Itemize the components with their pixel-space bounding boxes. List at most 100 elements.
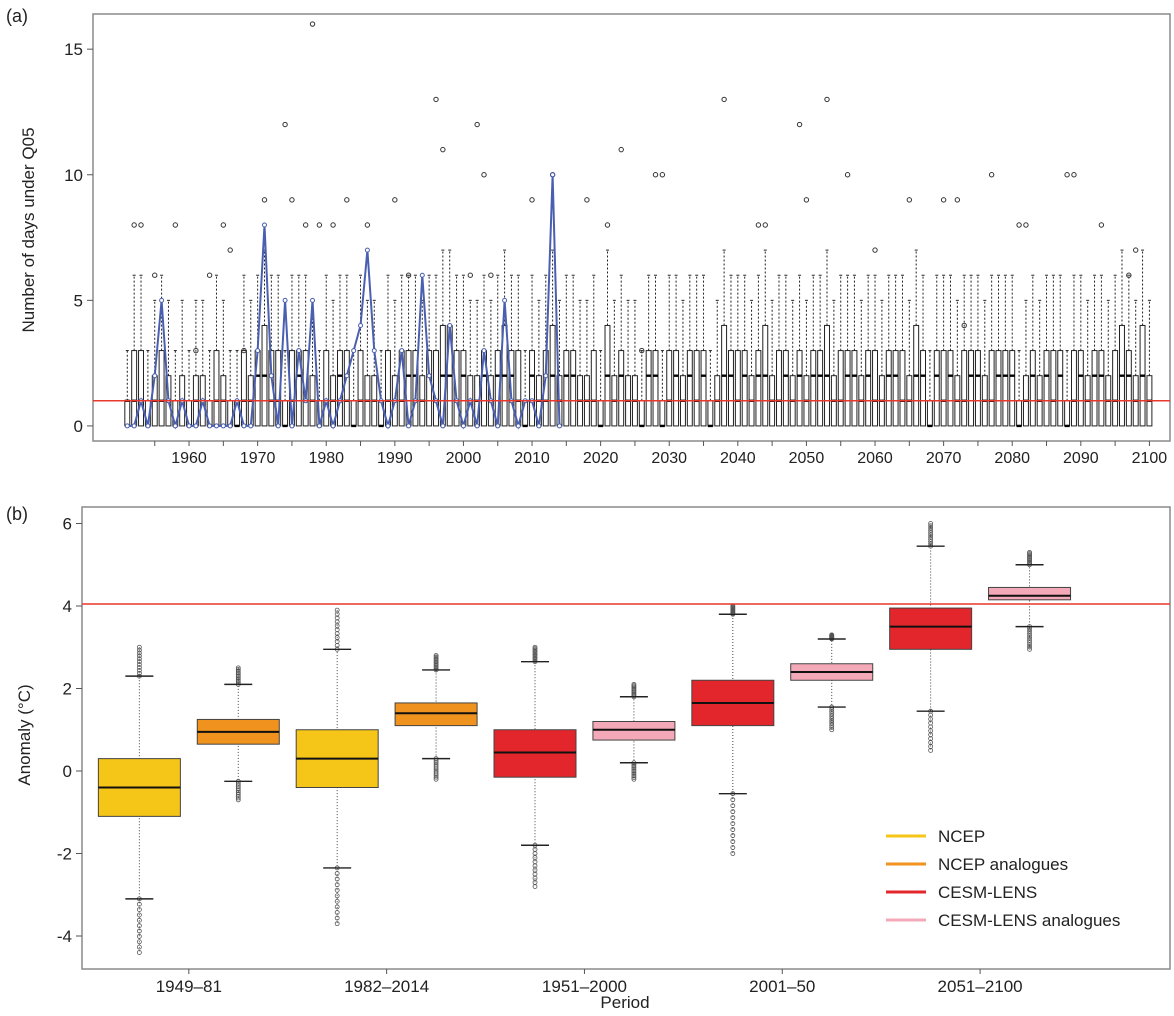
year-box (124, 400, 131, 427)
outlier-point (392, 197, 398, 203)
outlier-point (334, 898, 340, 904)
y-tick-label: 0 (74, 417, 83, 436)
outlier-point (136, 644, 142, 650)
x-tick-label: 2040 (720, 450, 756, 467)
outlier-point (730, 833, 736, 838)
year-box (755, 350, 762, 427)
outlier-point (730, 809, 736, 815)
outlier-point (481, 172, 487, 178)
outlier-point (334, 871, 340, 876)
outlier-point (138, 222, 144, 228)
outlier-point (220, 222, 227, 228)
year-box (1002, 350, 1009, 427)
outlier-point (136, 665, 142, 670)
observed-point (351, 348, 357, 354)
outlier-point (1027, 642, 1032, 648)
year-box (659, 400, 666, 427)
outlier-point (241, 347, 247, 354)
observed-point (399, 348, 405, 354)
year-box (131, 350, 138, 427)
y-tick-label: -2 (57, 845, 72, 864)
x-tick-label: 1970 (240, 450, 276, 467)
panel-a: (a) 0 5 10 15 1960 1970 1980 1990 2000 2010 2020 2… (6, 6, 1171, 467)
observed-point (447, 322, 453, 328)
period-box (493, 729, 577, 778)
observed-point (536, 423, 542, 429)
year-box (1057, 350, 1064, 427)
outlier-point (235, 673, 241, 679)
outlier-point (1027, 549, 1032, 555)
outlier-point (1023, 222, 1029, 228)
year-box (385, 350, 391, 427)
observed-point (186, 423, 192, 429)
x-tick-label: 1951–2000 (542, 977, 627, 996)
outlier-point (1027, 640, 1032, 645)
year-box (597, 400, 604, 427)
period-box (592, 721, 676, 741)
outlier-point (136, 928, 142, 934)
outlier-point (730, 821, 736, 826)
outlier-point (631, 763, 637, 769)
year-box (968, 350, 975, 427)
panel-a-x-axis: 1960 1970 1980 1990 2000 2010 2020 2030 2040 2050… (154, 441, 1168, 467)
outlier-point (631, 768, 637, 774)
outlier-point (136, 939, 142, 945)
observed-point (310, 297, 316, 303)
year-box (460, 350, 467, 427)
year-box (734, 350, 741, 427)
year-box (1050, 350, 1057, 427)
observed-point (426, 373, 432, 379)
year-box (357, 350, 364, 427)
year-box (618, 350, 625, 427)
year-box (282, 400, 289, 427)
outlier-point (330, 222, 336, 228)
outlier-point (829, 713, 835, 719)
outlier-point (928, 536, 934, 542)
observed-point (502, 297, 508, 303)
outlier-point (1027, 635, 1032, 641)
year-box (652, 350, 659, 427)
outlier-point (796, 121, 803, 128)
outlier-point (136, 934, 142, 939)
outlier-point (988, 172, 995, 178)
year-box (666, 350, 673, 427)
outlier-point (940, 197, 947, 203)
outlier-point (631, 765, 637, 771)
outlier-point (631, 771, 637, 777)
outlier-point (844, 172, 851, 178)
outlier-point (136, 901, 142, 907)
year-box (995, 350, 1002, 427)
outlier-point (631, 775, 637, 780)
outlier-point (829, 709, 835, 714)
period-box (889, 607, 973, 650)
outlier-point (631, 770, 637, 776)
panel-a-label: (a) (6, 6, 28, 26)
y-tick-label: 15 (64, 40, 83, 59)
observed-point (131, 423, 137, 429)
observed-point (227, 423, 233, 429)
y-tick-label: 10 (64, 166, 83, 185)
year-box (947, 350, 954, 427)
x-tick-label: 2100 (1132, 450, 1168, 467)
outlier-point (762, 222, 768, 228)
outlier-point (803, 197, 810, 203)
outlier-point (604, 222, 611, 228)
outlier-point (136, 670, 142, 676)
outlier-point (152, 272, 158, 278)
year-box (892, 350, 899, 427)
outlier-point (829, 727, 835, 733)
observed-point (275, 423, 281, 429)
observed-line (127, 174, 561, 430)
year-box (837, 350, 844, 427)
year-box (645, 350, 652, 427)
outlier-point (282, 121, 288, 128)
outlier-point (206, 272, 213, 278)
outlier-point (584, 197, 590, 203)
year-box (350, 400, 357, 427)
year-box (782, 350, 789, 427)
x-tick-label: 1982–2014 (344, 977, 429, 996)
outlier-point (1027, 633, 1032, 639)
x-tick-label: 2050 (789, 450, 825, 467)
panel-b-y-axis: -4 -2 0 2 4 6 (57, 515, 82, 946)
